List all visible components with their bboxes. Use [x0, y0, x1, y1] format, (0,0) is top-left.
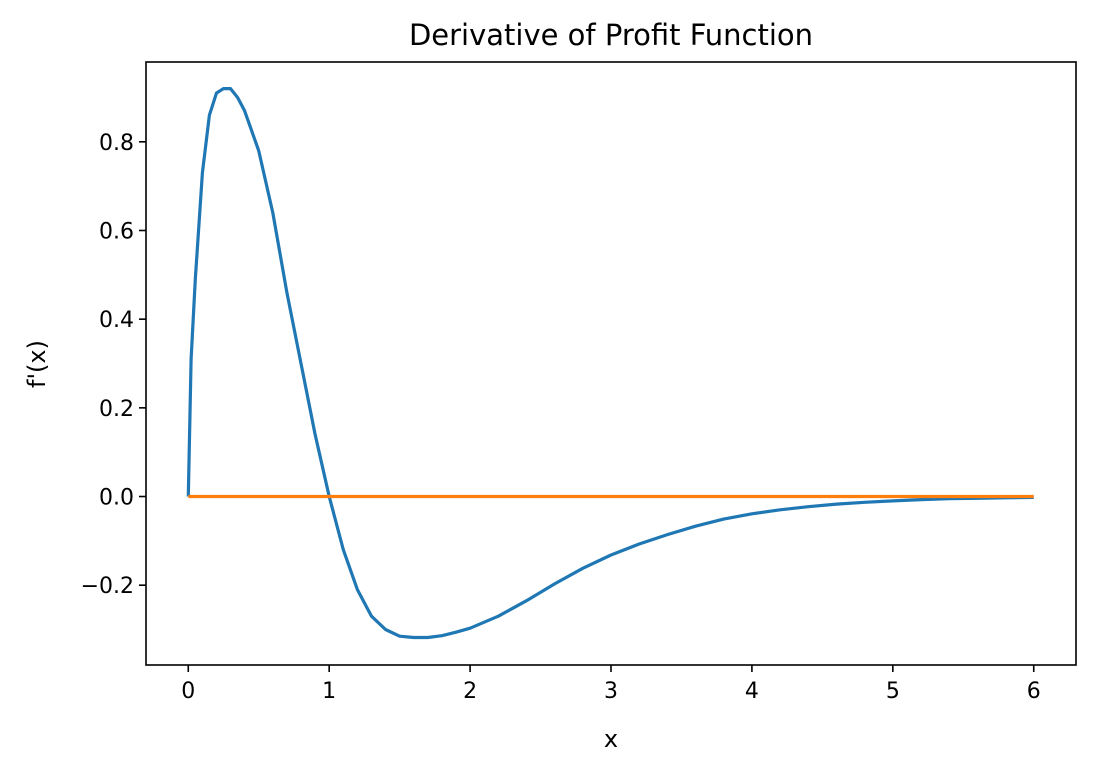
y-tick-label: 0.4	[99, 308, 134, 333]
y-axis: −0.2 0.0 0.2 0.4 0.6 0.8	[81, 131, 146, 599]
x-tick-label: 1	[322, 679, 336, 704]
x-tick-label: 0	[181, 679, 195, 704]
plot-area	[186, 87, 1034, 640]
y-axis-label: f'(x)	[23, 340, 51, 388]
x-tick-label: 2	[463, 679, 477, 704]
x-tick-label: 3	[604, 679, 618, 704]
y-tick-label: 0.0	[99, 486, 134, 511]
y-tick-label: −0.2	[81, 574, 134, 599]
y-tick-label: 0.2	[99, 397, 134, 422]
chart-title: Derivative of Profit Function	[409, 18, 813, 52]
series-line-1	[186, 87, 1034, 640]
x-tick-label: 5	[886, 679, 900, 704]
x-tick-label: 4	[745, 679, 759, 704]
y-tick-label: 0.6	[99, 219, 134, 244]
x-tick-label: 6	[1027, 679, 1041, 704]
y-tick-label: 0.8	[99, 131, 134, 156]
x-axis: 0 1 2 3 4 5 6	[181, 665, 1041, 704]
x-axis-label: x	[604, 725, 618, 753]
